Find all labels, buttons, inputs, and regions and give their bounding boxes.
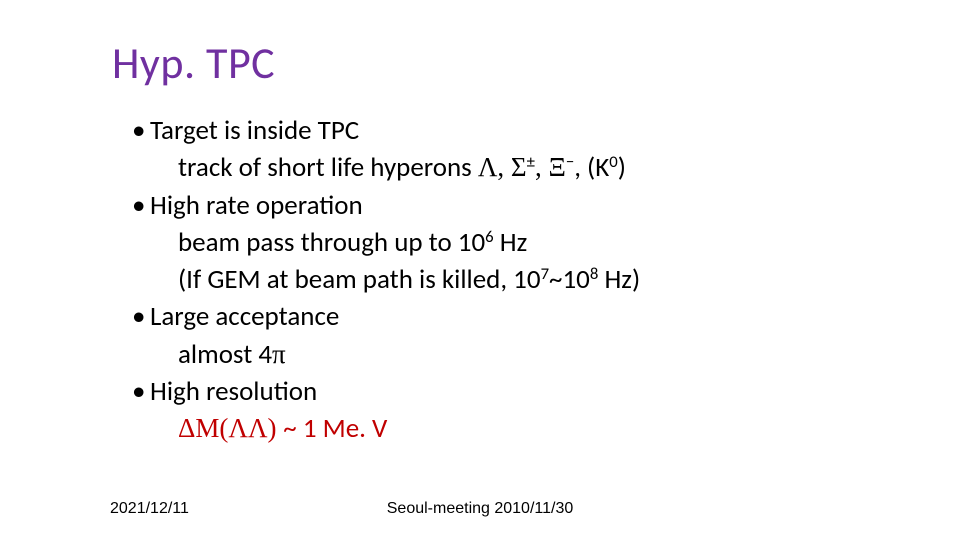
symbol: , Ξ [535,152,566,182]
bullet-dot: • [132,112,150,149]
footer-date-left: 2021/12/11 [110,500,189,518]
bullet-2-label: High rate operation [150,187,363,224]
text-fragment: ~ 1 Me. V [283,412,387,445]
text-fragment: Hz) [598,263,640,296]
bullet-3-sub-1: almost 4π [132,336,892,373]
superscript: 6 [485,227,493,247]
bullet-4: • High resolution [132,373,892,410]
superscript: 7 [541,264,549,284]
bullet-1-label: Target is inside TPC [150,112,359,149]
bullet-1: • Target is inside TPC [132,112,892,149]
bullet-dot: • [132,187,150,224]
text-fragment: almost 4 [178,338,272,371]
bullet-3: • Large acceptance [132,298,892,335]
bullet-4-sub-1: ΔM(ΛΛ) ~ 1 Me. V [132,410,892,447]
bullet-dot: • [132,298,150,335]
text-fragment: track of short life hyperons [178,151,478,184]
superscript: − [566,152,574,172]
symbol: π [272,339,286,369]
symbol: Λ, Σ [478,152,527,182]
text-fragment: ) [618,151,626,184]
text-fragment: , (K [574,151,609,184]
bullet-2: • High rate operation [132,187,892,224]
text-fragment: beam pass through up to 10 [178,226,485,259]
bullet-2-sub-1: beam pass through up to 106 Hz [132,224,892,261]
slide-body: • Target is inside TPC track of short li… [132,112,892,447]
superscript: ± [527,152,535,172]
bullet-2-sub-2: (If GEM at beam path is killed, 107~108 … [132,261,892,298]
superscript: 8 [590,264,598,284]
text-fragment: Hz [494,226,528,259]
footer-meeting-info: Seoul-meeting 2010/11/30 [387,500,574,518]
text-fragment: (If GEM at beam path is killed, 10 [178,263,541,296]
text-fragment: ~10 [549,263,590,296]
bullet-1-sub-1: track of short life hyperons Λ, Σ±, Ξ−, … [132,149,892,186]
slide-title: Hyp. TPC [112,36,275,90]
superscript: 0 [609,152,617,172]
bullet-4-label: High resolution [150,373,317,410]
bullet-3-label: Large acceptance [150,298,339,335]
bullet-dot: • [132,373,150,410]
symbol: ΔM(ΛΛ) [178,413,283,443]
